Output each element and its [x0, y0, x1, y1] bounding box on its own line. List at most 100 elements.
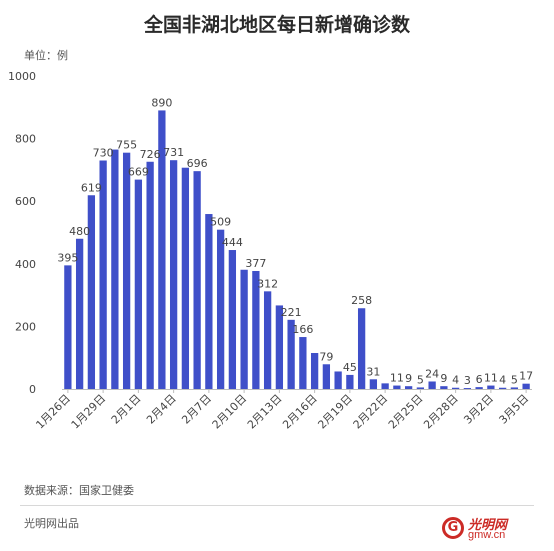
bar [275, 305, 284, 389]
bar [228, 250, 237, 389]
bar [263, 291, 272, 389]
bar [205, 214, 213, 389]
bar [169, 160, 178, 389]
data-label: 395 [57, 251, 78, 264]
bar [416, 387, 425, 389]
x-tick-label: 2月4日 [144, 392, 179, 427]
bar [522, 383, 530, 389]
bar [111, 149, 119, 389]
data-label: 726 [140, 148, 161, 161]
data-label: 31 [366, 365, 380, 378]
bar [440, 386, 448, 389]
data-label: 3 [464, 374, 471, 387]
bar [510, 387, 519, 389]
bar [252, 270, 260, 389]
x-tick-label: 3月2日 [461, 392, 496, 427]
bar [99, 160, 107, 389]
data-label: 755 [116, 139, 137, 152]
data-label: 17 [519, 370, 533, 383]
data-label: 696 [187, 157, 208, 170]
bar [357, 308, 366, 389]
x-tick-label: 2月22日 [351, 392, 391, 432]
y-tick-label: 400 [15, 258, 36, 271]
data-label: 480 [69, 225, 90, 238]
bar [334, 371, 342, 389]
data-label: 9 [440, 372, 447, 385]
x-tick-label: 3月5日 [497, 392, 532, 427]
data-label: 730 [93, 147, 114, 160]
bar [346, 374, 354, 389]
x-tick-label: 2月19日 [315, 392, 355, 432]
gmw-logo: G 光明网 gmw.cn [442, 517, 542, 543]
bar [299, 337, 307, 389]
x-tick-label: 2月25日 [386, 392, 426, 432]
data-label: 24 [425, 367, 439, 380]
y-tick-label: 0 [29, 383, 36, 396]
data-label: 6 [476, 373, 483, 386]
data-label: 45 [343, 361, 357, 374]
bar [404, 386, 413, 389]
data-label: 79 [319, 350, 333, 363]
bar [498, 387, 507, 389]
y-tick-label: 200 [15, 320, 36, 333]
bar [487, 385, 495, 389]
bar [369, 379, 378, 389]
bar [310, 353, 319, 389]
bar [322, 364, 331, 389]
bar [393, 385, 401, 389]
data-label: 669 [128, 166, 149, 179]
unit-label: 单位：例 [24, 49, 68, 62]
data-label: 731 [163, 146, 184, 159]
data-label: 509 [210, 216, 231, 229]
bar [193, 171, 201, 389]
data-label: 5 [511, 373, 518, 386]
x-tick-label: 2月10日 [210, 392, 250, 432]
data-label: 890 [151, 96, 172, 109]
data-label: 4 [499, 374, 506, 387]
bar [181, 167, 190, 389]
data-label: 166 [292, 323, 313, 336]
y-tick-label: 600 [15, 195, 36, 208]
bar [75, 238, 84, 389]
bar [158, 110, 166, 390]
data-label: 4 [452, 374, 459, 387]
y-tick-label: 800 [15, 133, 36, 146]
x-tick-label: 2月16日 [280, 392, 320, 432]
data-label: 221 [281, 306, 302, 319]
x-tick-label: 2月28日 [421, 392, 461, 432]
bar [451, 387, 460, 389]
data-label: 619 [81, 181, 102, 194]
bar [122, 152, 131, 389]
x-tick-label: 2月1日 [109, 392, 144, 427]
data-label: 258 [351, 294, 372, 307]
data-label: 11 [390, 372, 404, 385]
bar [64, 265, 72, 389]
bar [87, 195, 96, 389]
data-label: 377 [245, 257, 266, 270]
x-tick-label: 1月29日 [69, 392, 109, 432]
bar [475, 387, 483, 389]
bar [240, 269, 248, 389]
bar-chart: 0200400600800100039548061973075566972689… [8, 70, 533, 432]
logo-cn-text: 光明网 [468, 518, 508, 533]
bar [428, 381, 436, 389]
x-tick-label: 2月7日 [179, 392, 214, 427]
bar [463, 388, 472, 389]
bar [216, 229, 225, 389]
data-label: 11 [484, 372, 498, 385]
data-source: 数据来源：国家卫健委 [24, 484, 134, 497]
logo-g-icon: G [442, 517, 464, 539]
data-label: 444 [222, 236, 243, 249]
logo-url-text: gmw.cn [468, 529, 506, 541]
chart-title: 全国非湖北地区每日新增确诊数 [143, 14, 410, 36]
data-label: 5 [417, 373, 424, 386]
y-tick-label: 1000 [8, 70, 36, 83]
bar [134, 179, 143, 389]
producer-credit: 光明网出品 [24, 517, 79, 530]
data-label: 312 [257, 277, 278, 290]
data-label: 9 [405, 372, 412, 385]
x-tick-label: 1月26日 [33, 392, 73, 432]
bar [287, 319, 295, 389]
bar [381, 383, 389, 389]
x-tick-label: 2月13日 [245, 392, 285, 432]
